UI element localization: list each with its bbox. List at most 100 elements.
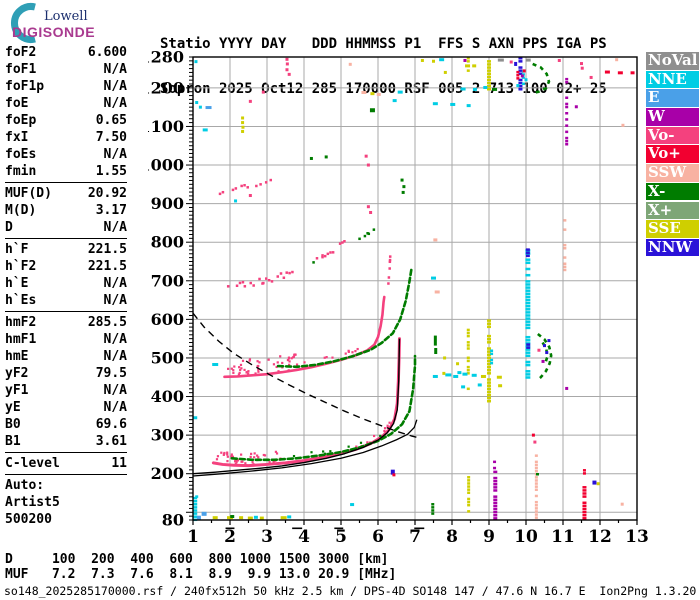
param-row: h`Es N/A xyxy=(5,292,127,309)
header-field-values: Sopron 2025 Oct12 285 170000 RSF 005 2 7… xyxy=(160,81,607,97)
auto-scaler-line: 500200 xyxy=(5,512,52,527)
param-row: foEs N/A xyxy=(5,146,127,163)
legend-item-vo: Vo+ xyxy=(646,145,699,164)
param-row: hmF1 N/A xyxy=(5,331,127,348)
param-row: foF1p N/A xyxy=(5,78,127,95)
param-label: hmF2 xyxy=(5,315,37,330)
param-label: h`Es xyxy=(5,293,37,308)
param-value: N/A xyxy=(103,293,127,308)
y-axis-label: 800 xyxy=(151,233,184,252)
auto-scaler-line: Artist5 xyxy=(5,495,60,510)
param-value: 69.6 xyxy=(95,417,127,432)
param-value: 1.55 xyxy=(95,164,127,179)
param-value: 11 xyxy=(111,456,127,471)
panel-separator xyxy=(5,452,127,453)
param-label: foE xyxy=(5,96,29,111)
y-axis-label: 900 xyxy=(151,194,184,213)
legend-item-vo: Vo- xyxy=(646,126,699,145)
param-value: 221.5 xyxy=(87,259,127,274)
y-axis-label: 300 xyxy=(151,426,184,445)
y-axis-label: 1280 xyxy=(148,48,184,67)
param-row: B1 3.61 xyxy=(5,433,127,450)
panel-separator xyxy=(5,311,127,312)
x-axis-label: 4 xyxy=(298,527,310,547)
y-axis-label: 200 xyxy=(151,464,184,483)
param-row: foF2 6.600 xyxy=(5,44,127,61)
x-axis-label: 8 xyxy=(446,527,458,547)
param-row: yF1 N/A xyxy=(5,382,127,399)
param-value: N/A xyxy=(103,62,127,77)
plot-echo-traces xyxy=(211,178,417,468)
param-row: yE N/A xyxy=(5,399,127,416)
param-row: foE N/A xyxy=(5,95,127,112)
param-value: N/A xyxy=(103,276,127,291)
param-label: C-level xyxy=(5,456,60,471)
param-row: hmE N/A xyxy=(5,348,127,365)
param-label: foF1p xyxy=(5,79,45,94)
param-row: h`E N/A xyxy=(5,275,127,292)
param-row: B0 69.6 xyxy=(5,416,127,433)
param-value: 20.92 xyxy=(87,186,127,201)
param-label: MUF(D) xyxy=(5,186,52,201)
param-row: yF2 79.5 xyxy=(5,365,127,382)
param-label: fxI xyxy=(5,130,29,145)
panel-separator xyxy=(5,182,127,183)
legend-item-x: X+ xyxy=(646,201,699,220)
y-axis-label: 80 xyxy=(162,511,184,530)
y-axis-label: 1000 xyxy=(148,156,184,175)
lowell-digisonde-logo: Lowell DIGISONDE xyxy=(2,2,152,44)
legend-item-nne: NNE xyxy=(646,70,699,89)
x-axis-label: 11 xyxy=(551,527,575,547)
param-label: yE xyxy=(5,400,21,415)
logo-crescent-icon xyxy=(10,3,36,43)
param-label: foF1 xyxy=(5,62,37,77)
doppler-legend: NoVal NNE E W Vo- Vo+ SSW X- X+ SSE NNW xyxy=(646,52,699,258)
x-axis-label: 9 xyxy=(483,527,495,547)
param-value: 285.5 xyxy=(87,315,127,330)
x-axis-label: 2 xyxy=(224,527,236,547)
param-row: foF1 N/A xyxy=(5,61,127,78)
legend-item-w: W xyxy=(646,108,699,126)
param-value: 7.50 xyxy=(95,130,127,145)
param-label: foF2 xyxy=(5,45,37,60)
x-axis-label: 12 xyxy=(588,527,612,547)
param-label: hmE xyxy=(5,349,29,364)
legend-item-x: X- xyxy=(646,183,699,201)
param-row: fxI 7.50 xyxy=(5,129,127,146)
param-label: yF2 xyxy=(5,366,29,381)
dmuf-table: D 100 200 400 600 800 1000 1500 3000 [km… xyxy=(5,552,397,582)
param-value: N/A xyxy=(103,220,127,235)
y-axis-label: 600 xyxy=(151,310,184,329)
param-label: B1 xyxy=(5,434,21,449)
param-value: N/A xyxy=(103,383,127,398)
param-value: 79.5 xyxy=(95,366,127,381)
x-axis-label: 7 xyxy=(409,527,421,547)
legend-item-noval: NoVal xyxy=(646,51,699,70)
param-value: 3.61 xyxy=(95,434,127,449)
param-label: M(D) xyxy=(5,203,37,218)
param-row: C-level 11 xyxy=(5,455,127,472)
param-row: foEp 0.65 xyxy=(5,112,127,129)
param-value: 221.5 xyxy=(87,242,127,257)
param-row: MUF(D) 20.92 xyxy=(5,185,127,202)
param-label: h`E xyxy=(5,276,29,291)
param-value: N/A xyxy=(103,332,127,347)
logo-digisonde-text: DIGISONDE xyxy=(12,24,96,40)
param-label: h`F xyxy=(5,242,29,257)
param-row: h`F 221.5 xyxy=(5,241,127,258)
param-value: N/A xyxy=(103,400,127,415)
y-axis-label: 1200 xyxy=(148,78,184,97)
x-axis-label: 1 xyxy=(187,527,199,547)
param-value: 3.17 xyxy=(95,203,127,218)
parameter-panel: foF2 6.600 foF1 N/A foF1p N/A foE N/A foEp 0.65 fx… xyxy=(5,44,127,528)
plot-grid xyxy=(193,57,637,520)
panel-separator xyxy=(5,474,127,475)
param-value: N/A xyxy=(103,349,127,364)
param-value: 6.600 xyxy=(87,45,127,60)
param-row: fmin 1.55 xyxy=(5,163,127,180)
y-axis-label: 700 xyxy=(151,271,184,290)
param-label: B0 xyxy=(5,417,21,432)
param-label: foEp xyxy=(5,113,37,128)
param-value: N/A xyxy=(103,147,127,162)
y-axis-label: 400 xyxy=(151,387,184,406)
